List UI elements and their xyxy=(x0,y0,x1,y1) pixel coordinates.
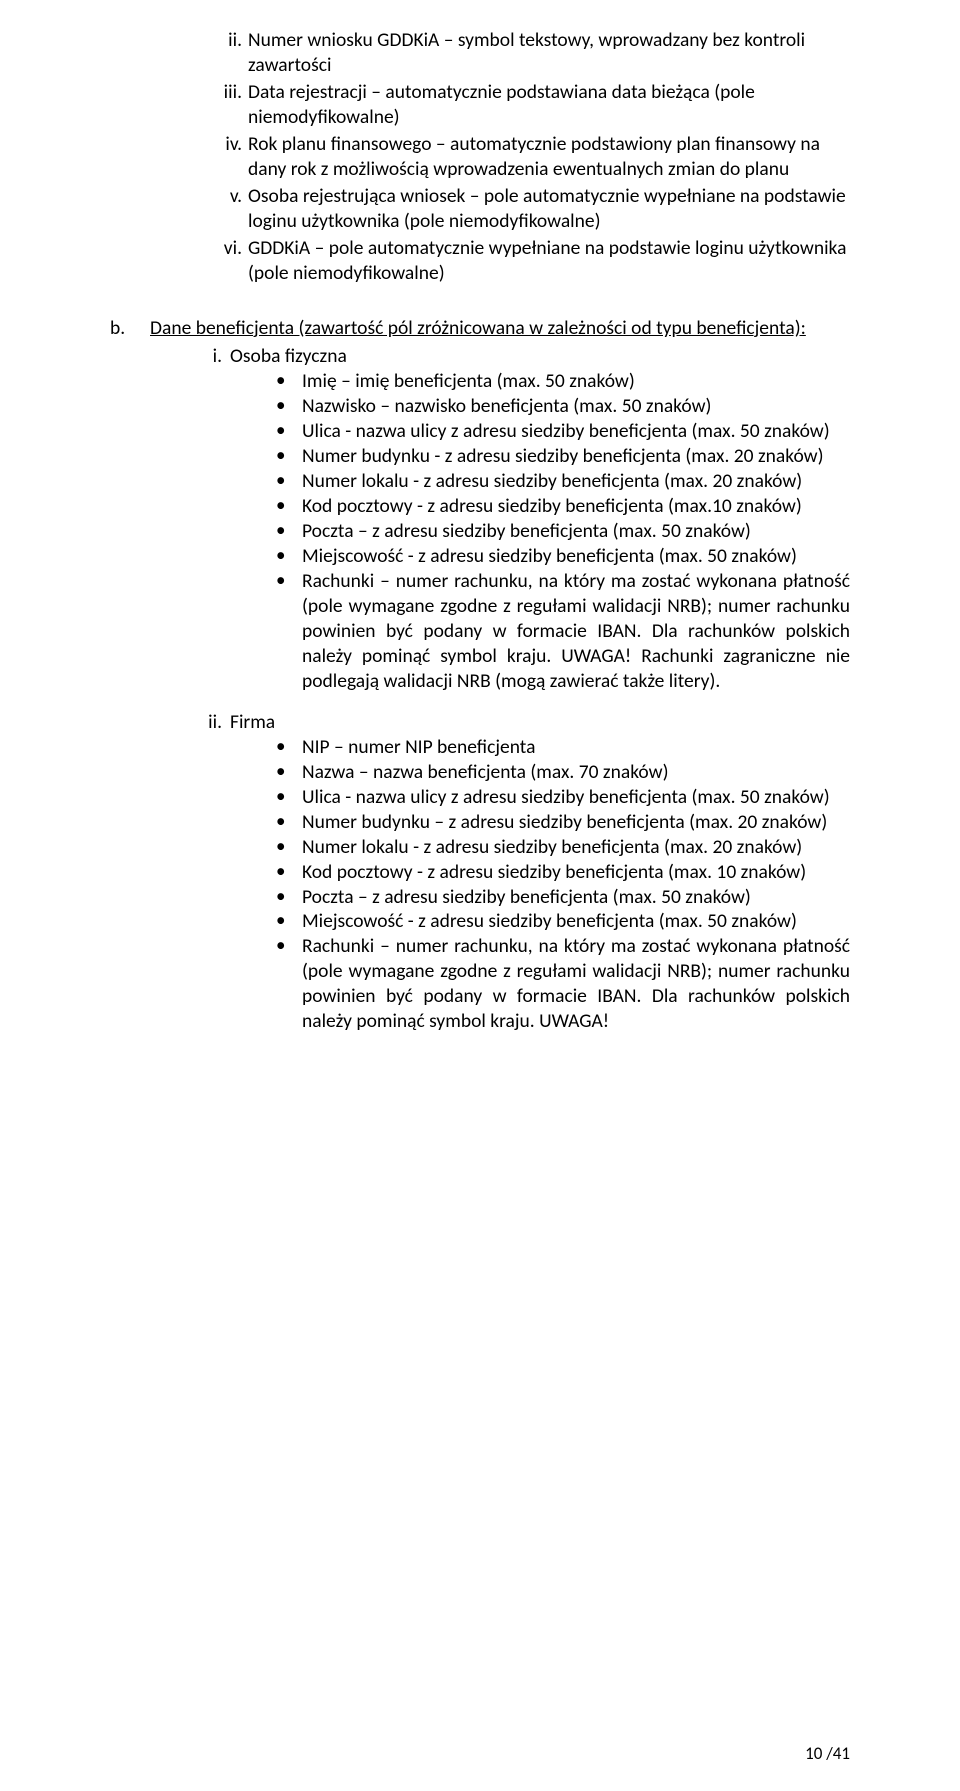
bullet-item: Numer lokalu - z adresu siedziby benefic… xyxy=(272,835,850,860)
roman-item: iv.Rok planu finansowego – automatycznie… xyxy=(206,132,850,182)
bullet-item: Rachunki – numer rachunku, na który ma z… xyxy=(272,569,850,694)
sub-roman-item: ii. FirmaNIP – numer NIP beneficjentaNazw… xyxy=(192,710,850,1034)
roman-marker: iii. xyxy=(206,80,242,105)
bullet-item: Kod pocztowy - z adresu siedziby benefic… xyxy=(272,860,850,885)
top-roman-list: ii.Numer wniosku GDDKiA – symbol tekstow… xyxy=(110,28,850,286)
roman-marker: iv. xyxy=(206,132,242,157)
section-b-marker: b. xyxy=(110,316,125,341)
bullet-item: Ulica - nazwa ulicy z adresu siedziby be… xyxy=(272,419,850,444)
bullet-item: Kod pocztowy - z adresu siedziby benefic… xyxy=(272,494,850,519)
bullet-item: Nazwisko – nazwisko beneficjenta (max. 5… xyxy=(272,394,850,419)
sub-roman-marker: i. xyxy=(192,344,222,369)
roman-marker: ii. xyxy=(206,28,242,53)
roman-item: vi.GDDKiA – pole automatycznie wypełnian… xyxy=(206,236,850,286)
bullet-list: NIP – numer NIP beneficjentaNazwa – nazw… xyxy=(230,735,850,1034)
bullet-item: Imię – imię beneficjenta (max. 50 znaków… xyxy=(272,369,850,394)
section-b-sublist: i. Osoba fizycznaImię – imię beneficjenta… xyxy=(110,344,850,1034)
section-b: b. Dane beneficjenta (zawartość pól zróż… xyxy=(110,316,850,341)
roman-text: Osoba rejestrująca wniosek – pole automa… xyxy=(248,184,846,233)
document-page: ii.Numer wniosku GDDKiA – symbol tekstow… xyxy=(0,0,960,1791)
bullet-list: Imię – imię beneficjenta (max. 50 znaków… xyxy=(230,369,850,693)
page-footer: 10 /41 xyxy=(805,1743,850,1765)
roman-text: GDDKiA – pole automatycznie wypełniane n… xyxy=(248,236,846,285)
roman-text: Rok planu finansowego – automatycznie po… xyxy=(248,132,820,181)
bullet-item: Poczta – z adresu siedziby beneficjenta … xyxy=(272,519,850,544)
sub-roman-item: i. Osoba fizycznaImię – imię beneficjenta… xyxy=(192,344,850,693)
section-b-heading: Dane beneficjenta (zawartość pól zróżnic… xyxy=(150,316,806,340)
bullet-item: Numer lokalu - z adresu siedziby benefic… xyxy=(272,469,850,494)
roman-marker: vi. xyxy=(206,236,242,261)
sub-roman-label: Osoba fizyczna xyxy=(230,344,347,368)
roman-item: ii.Numer wniosku GDDKiA – symbol tekstow… xyxy=(206,28,850,78)
bullet-item: Poczta – z adresu siedziby beneficjenta … xyxy=(272,885,850,910)
roman-text: Numer wniosku GDDKiA – symbol tekstowy, … xyxy=(248,28,805,77)
bullet-item: Numer budynku – z adresu siedziby benefi… xyxy=(272,810,850,835)
roman-item: iii.Data rejestracji – automatycznie pod… xyxy=(206,80,850,130)
sub-roman-label: Firma xyxy=(230,710,275,734)
bullet-item: Numer budynku - z adresu siedziby benefi… xyxy=(272,444,850,469)
bullet-item: Rachunki – numer rachunku, na który ma z… xyxy=(272,934,850,1034)
bullet-item: Nazwa – nazwa beneficjenta (max. 70 znak… xyxy=(272,760,850,785)
bullet-item: Miejscowość - z adresu siedziby beneficj… xyxy=(272,909,850,934)
bullet-item: Miejscowość - z adresu siedziby beneficj… xyxy=(272,544,850,569)
sub-roman-marker: ii. xyxy=(192,710,222,735)
roman-marker: v. xyxy=(206,184,242,209)
roman-item: v.Osoba rejestrująca wniosek – pole auto… xyxy=(206,184,850,234)
bullet-item: NIP – numer NIP beneficjenta xyxy=(272,735,850,760)
roman-text: Data rejestracji – automatycznie podstaw… xyxy=(248,80,755,129)
bullet-item: Ulica - nazwa ulicy z adresu siedziby be… xyxy=(272,785,850,810)
